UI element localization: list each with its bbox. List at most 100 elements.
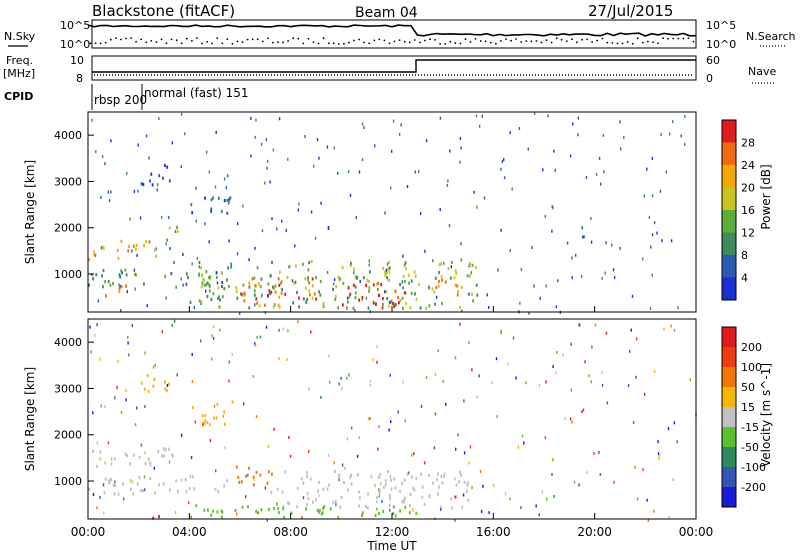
- heatmap-noise-cell: [217, 297, 219, 300]
- x-tick-label: 00:00: [71, 525, 106, 539]
- heatmap-noise-cell: [600, 182, 602, 186]
- heatmap-cell: [457, 290, 459, 294]
- nsearch-point: [383, 39, 386, 42]
- heatmap-cell: [368, 279, 370, 284]
- heatmap-cell: [240, 292, 242, 296]
- velocity-y-axis-label: Slant Range [km]: [23, 367, 37, 471]
- heatmap-noise-cell: [584, 360, 586, 364]
- heatmap-cell: [369, 270, 371, 274]
- heatmap-cell: [222, 414, 225, 418]
- nsearch-point: [469, 41, 472, 43]
- heatmap-noise-cell: [611, 243, 613, 247]
- heatmap-noise-cell: [454, 518, 456, 522]
- heatmap-noise-cell: [167, 216, 170, 219]
- heatmap-noise-cell: [519, 301, 521, 305]
- heatmap-noise-cell: [613, 480, 615, 484]
- heatmap-cell: [337, 516, 340, 520]
- heatmap-noise-cell: [433, 446, 436, 450]
- heatmap-noise-cell: [123, 497, 125, 501]
- heatmap-cell: [143, 387, 146, 391]
- heatmap-noise-cell: [552, 458, 554, 462]
- heatmap-noise-cell: [544, 214, 546, 218]
- heatmap-cell: [354, 285, 357, 289]
- heatmap-cell: [450, 497, 452, 501]
- heatmap-cell: [334, 294, 337, 299]
- heatmap-noise-cell: [271, 217, 273, 221]
- heatmap-noise-cell: [450, 265, 452, 269]
- heatmap-noise-cell: [476, 395, 478, 399]
- nsearch-point: [530, 40, 533, 43]
- heatmap-noise-cell: [676, 440, 678, 444]
- heatmap-cell: [305, 286, 307, 290]
- heatmap-cell: [235, 290, 238, 294]
- heatmap-noise-cell: [195, 186, 197, 190]
- nsearch-point: [545, 39, 548, 42]
- heatmap-noise-cell: [511, 187, 513, 191]
- heatmap-noise-cell: [463, 451, 466, 455]
- freq-tick-hi: 10: [70, 54, 84, 67]
- heatmap-noise-cell: [378, 488, 380, 492]
- colorbar-swatch: [722, 187, 736, 210]
- heatmap-noise-cell: [500, 331, 502, 335]
- heatmap-noise-cell: [348, 373, 350, 377]
- heatmap-noise-cell: [200, 339, 202, 343]
- heatmap-noise-cell: [298, 202, 300, 206]
- heatmap-noise-cell: [367, 417, 370, 421]
- heatmap-cell: [368, 286, 371, 290]
- heatmap-noise-cell: [202, 423, 204, 427]
- heatmap-cell: [94, 253, 97, 257]
- heatmap-cell: [171, 453, 173, 457]
- heatmap-cell: [109, 283, 112, 287]
- heatmap-cell: [390, 299, 393, 303]
- nsearch-point: [515, 38, 517, 40]
- heatmap-cell: [408, 511, 411, 515]
- heatmap-cell: [404, 279, 406, 283]
- heatmap-cell: [307, 278, 309, 282]
- heatmap-cell: [352, 306, 355, 310]
- velocity-panel: 1000 2000 3000 4000 Slant Range [km] 200 100…: [23, 306, 773, 553]
- heatmap-noise-cell: [486, 293, 488, 297]
- nsearch-point: [180, 42, 183, 45]
- heatmap-cell: [279, 270, 281, 274]
- heatmap-noise-cell: [538, 513, 540, 517]
- cpid-panel: CPID rbsp 200 normal (fast) 151: [4, 84, 248, 110]
- heatmap-cell: [140, 381, 143, 385]
- heatmap-noise-cell: [96, 506, 98, 510]
- heatmap-cell: [459, 470, 461, 474]
- heatmap-noise-cell: [612, 268, 615, 272]
- heatmap-noise-cell: [355, 216, 357, 220]
- heatmap-noise-cell: [388, 428, 390, 432]
- heatmap-noise-cell: [114, 396, 116, 400]
- heatmap-cell: [218, 295, 220, 299]
- heatmap-cell: [168, 226, 171, 230]
- heatmap-cell: [425, 306, 427, 310]
- heatmap-cell: [223, 287, 226, 291]
- cpid-segment-0: rbsp 200: [94, 93, 147, 107]
- heatmap-noise-cell: [488, 306, 490, 309]
- heatmap-cell: [243, 299, 246, 303]
- station-title: Blackstone (fitACF): [92, 2, 235, 20]
- heatmap-noise-cell: [378, 494, 381, 498]
- heatmap-noise-cell: [523, 441, 525, 445]
- nsearch-point: [484, 40, 487, 43]
- heatmap-cell: [210, 209, 213, 213]
- heatmap-noise-cell: [225, 186, 227, 190]
- heatmap-noise-cell: [174, 510, 177, 514]
- heatmap-noise-cell: [425, 139, 428, 143]
- heatmap-cell: [270, 490, 273, 494]
- heatmap-cell: [468, 262, 471, 266]
- heatmap-cell: [166, 389, 168, 393]
- nsearch-point: [408, 41, 411, 44]
- heatmap-cell: [442, 474, 445, 479]
- heatmap-noise-cell: [250, 154, 252, 158]
- heatmap-noise-cell: [333, 278, 336, 282]
- heatmap-noise-cell: [646, 167, 648, 171]
- heatmap-cell: [221, 280, 224, 284]
- heatmap-noise-cell: [539, 296, 541, 300]
- freq-series: [92, 59, 696, 73]
- heatmap-cell: [310, 259, 313, 264]
- heatmap-cell: [394, 289, 397, 293]
- power-y-ticks: 1000 2000 3000 4000: [54, 129, 94, 281]
- heatmap-cell: [223, 199, 226, 203]
- x-tick-labels: 00:00 04:00 08:00 12:00 16:00 20:00 00:00: [71, 306, 713, 539]
